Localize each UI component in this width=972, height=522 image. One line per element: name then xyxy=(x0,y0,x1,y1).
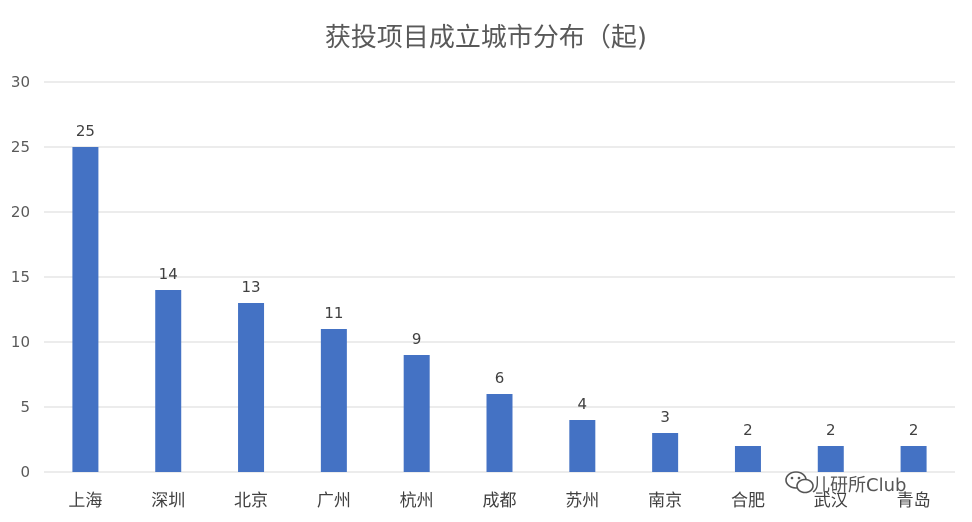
bar xyxy=(72,147,99,472)
data-label: 6 xyxy=(495,369,505,387)
bar xyxy=(238,303,265,472)
category-label: 武汉 xyxy=(814,491,848,511)
chart-title: 获投项目成立城市分布（起) xyxy=(325,23,647,53)
category-label: 合肥 xyxy=(731,491,765,511)
bar xyxy=(734,446,761,472)
watermark: 儿研所Club xyxy=(785,471,906,496)
bar xyxy=(403,355,430,472)
data-label: 13 xyxy=(241,278,260,296)
gridlines xyxy=(44,81,955,473)
bar xyxy=(652,433,679,472)
data-label: 11 xyxy=(324,304,343,322)
data-label: 2 xyxy=(909,421,919,439)
watermark-text: 儿研所Club xyxy=(812,475,906,496)
bars xyxy=(72,147,927,472)
data-label: 14 xyxy=(159,265,178,283)
category-label: 北京 xyxy=(234,491,268,511)
data-label: 2 xyxy=(826,421,836,439)
bar xyxy=(486,394,513,472)
y-tick-label: 20 xyxy=(11,203,30,221)
y-tick-label: 10 xyxy=(11,333,30,351)
bar xyxy=(817,446,844,472)
data-label: 3 xyxy=(660,408,670,426)
data-label: 2 xyxy=(743,421,753,439)
bar xyxy=(320,329,347,472)
data-label: 4 xyxy=(578,395,588,413)
category-label: 南京 xyxy=(648,491,682,511)
bar xyxy=(569,420,596,472)
data-labels: 25 14 13 11 9 6 4 3 2 2 2 xyxy=(76,122,919,439)
y-tick-label: 25 xyxy=(11,138,30,156)
y-tick-label: 15 xyxy=(11,268,30,286)
y-tick-label: 0 xyxy=(20,463,30,481)
bar xyxy=(155,290,182,472)
data-label: 25 xyxy=(76,122,95,140)
category-label: 成都 xyxy=(483,491,517,511)
wechat-icon xyxy=(785,471,814,494)
data-label: 9 xyxy=(412,330,422,348)
category-label: 上海 xyxy=(68,491,102,511)
bar xyxy=(900,446,927,472)
x-axis-categories: 上海 深圳 北京 广州 杭州 成都 苏州 南京 合肥 武汉 青岛 xyxy=(68,491,930,511)
y-axis-ticks: 0 5 10 15 20 25 30 xyxy=(11,73,30,481)
category-label: 苏州 xyxy=(565,491,599,511)
y-tick-label: 30 xyxy=(11,73,30,91)
category-label: 青岛 xyxy=(897,491,931,511)
category-label: 广州 xyxy=(317,491,351,511)
category-label: 深圳 xyxy=(151,491,185,511)
category-label: 杭州 xyxy=(400,491,434,511)
y-tick-label: 5 xyxy=(20,398,30,416)
